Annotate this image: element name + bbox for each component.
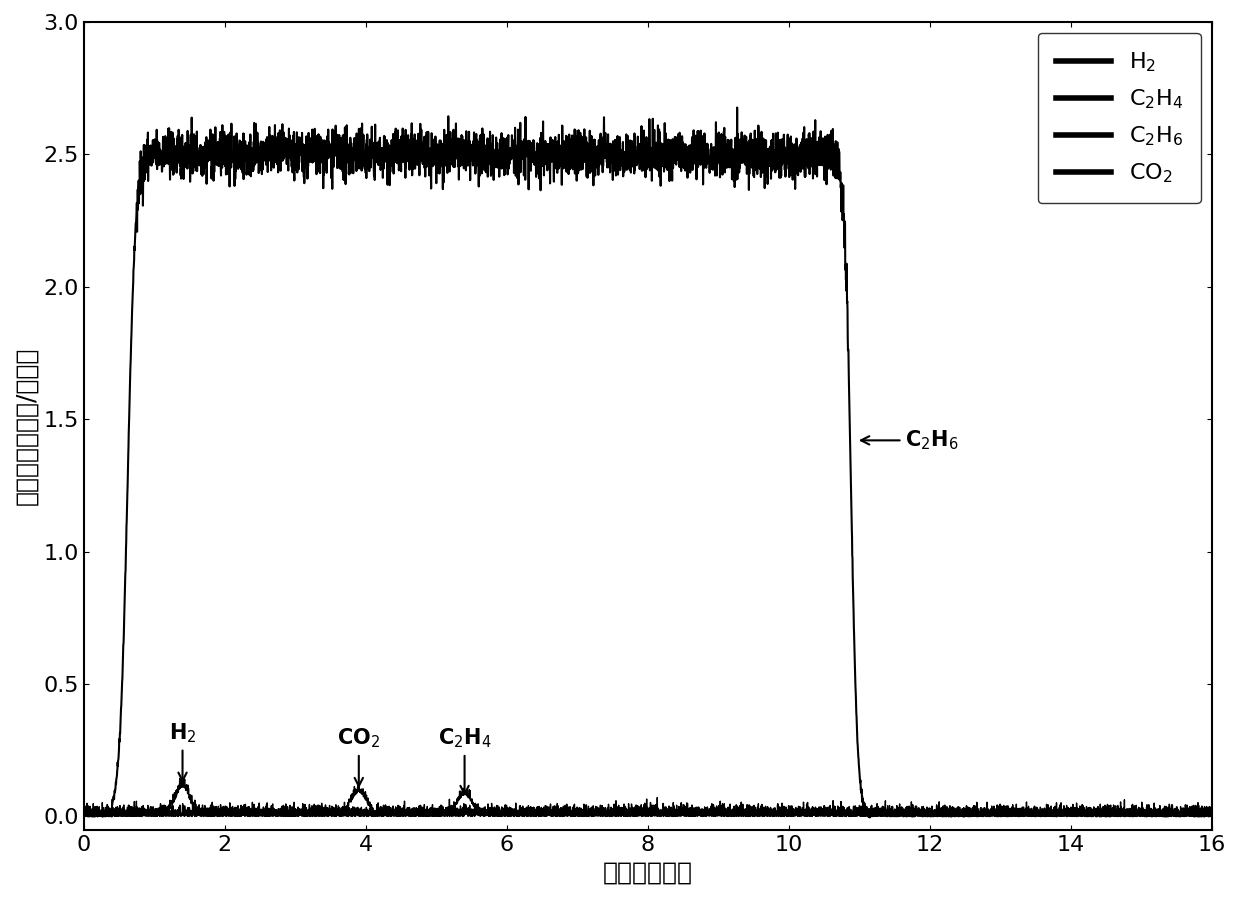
- Y-axis label: 气汁流速（毫升/分钟）: 气汁流速（毫升/分钟）: [14, 347, 38, 505]
- Text: C$_2$H$_6$: C$_2$H$_6$: [861, 428, 959, 453]
- Legend: H$_2$, C$_2$H$_4$, C$_2$H$_6$, CO$_2$: H$_2$, C$_2$H$_4$, C$_2$H$_6$, CO$_2$: [1038, 33, 1200, 203]
- Text: H$_2$: H$_2$: [169, 721, 196, 781]
- Text: C$_2$H$_4$: C$_2$H$_4$: [438, 726, 491, 794]
- Text: CO$_2$: CO$_2$: [337, 726, 381, 786]
- X-axis label: 时间（分钟）: 时间（分钟）: [603, 860, 693, 885]
